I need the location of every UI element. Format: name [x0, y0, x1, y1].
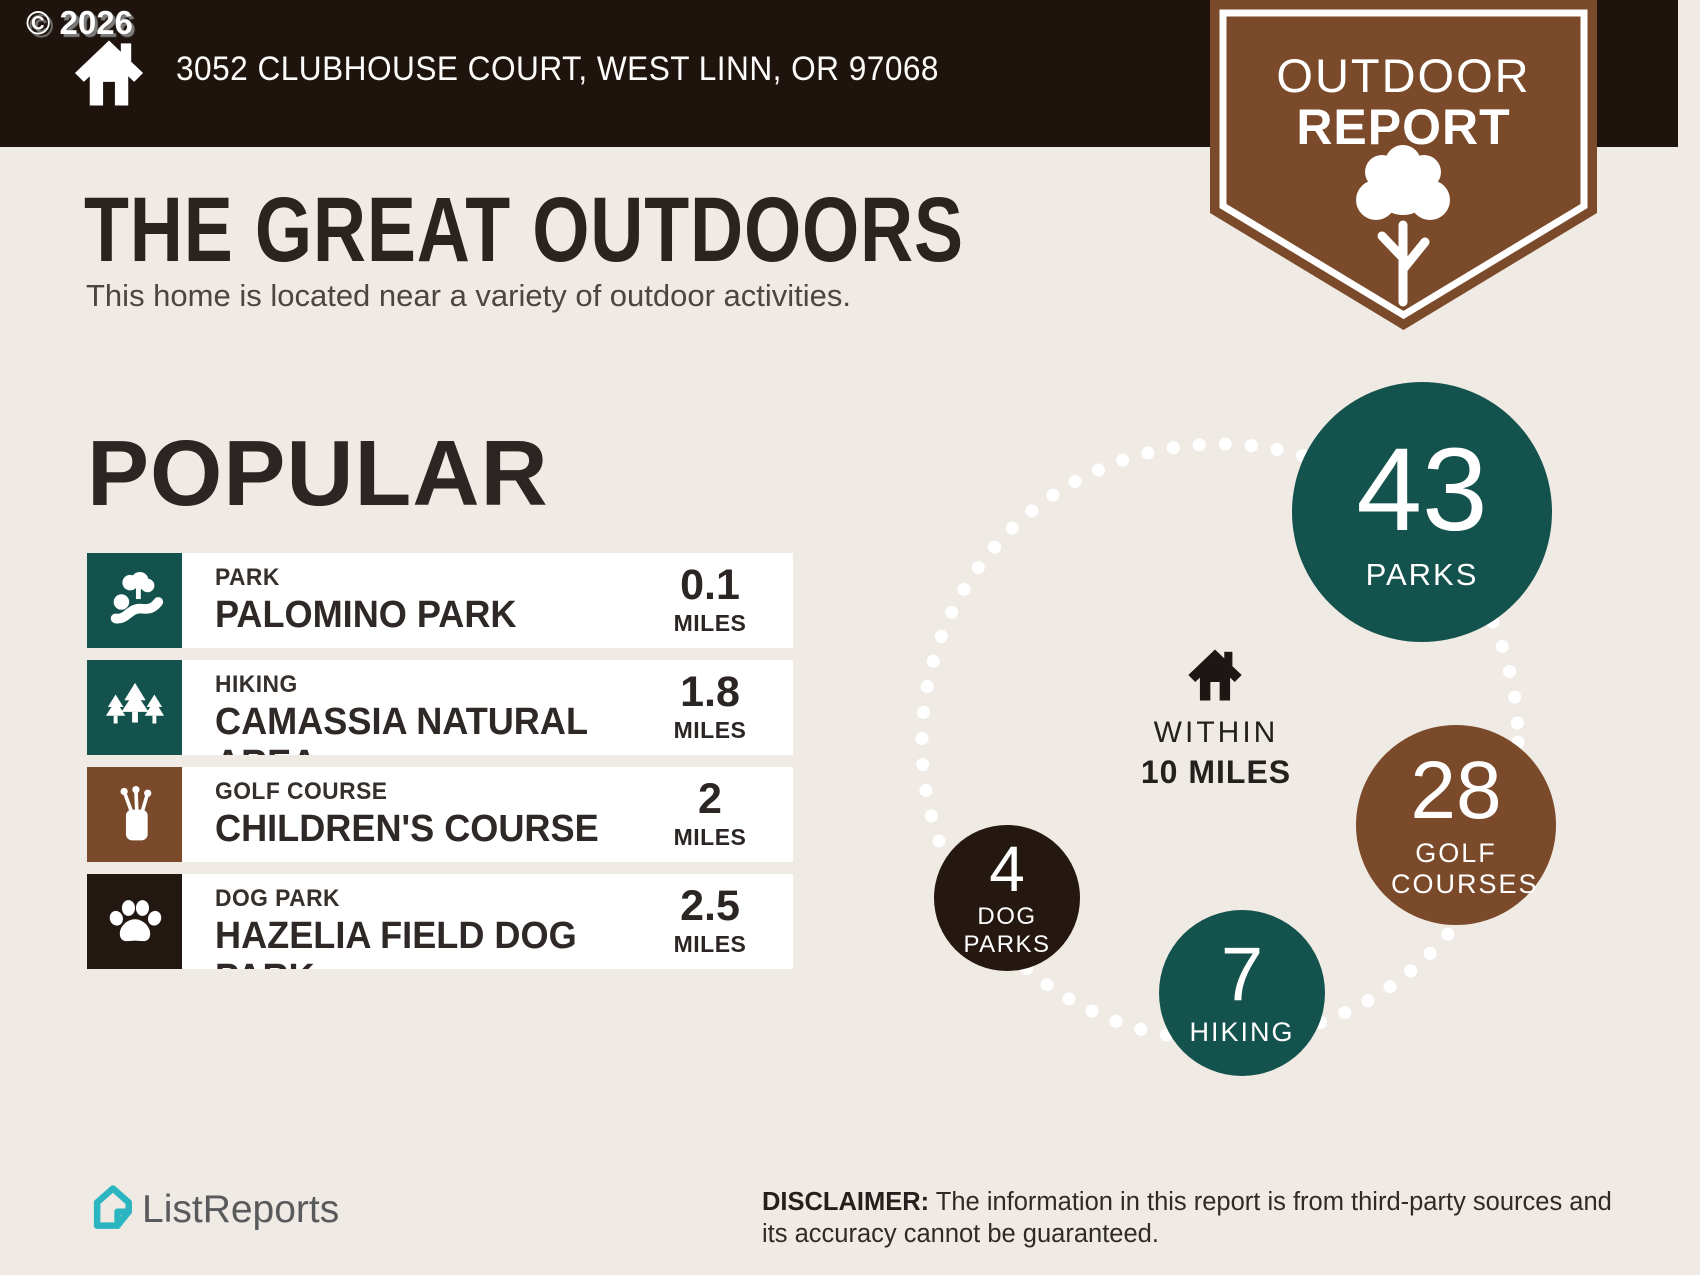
listreports-logo: [93, 1185, 132, 1229]
list-item-golf: GOLF COURSE CHILDREN'S COURSE 2 MILES: [87, 767, 793, 862]
item-distance: 1.8 MILES: [673, 668, 747, 744]
brand-name: ListReports: [142, 1188, 340, 1231]
item-distance: 2 MILES: [673, 775, 747, 851]
paw-icon: [87, 874, 182, 969]
item-category: DOG PARK: [215, 885, 340, 912]
golf-bag-icon: [87, 767, 182, 862]
item-category: PARK: [215, 564, 280, 591]
pine-trees-icon: [87, 660, 182, 755]
item-distance: 0.1 MILES: [673, 561, 747, 637]
item-name: HAZELIA FIELD DOG PARK: [215, 915, 577, 969]
item-category: GOLF COURSE: [215, 778, 388, 805]
park-icon: [87, 553, 182, 648]
page-subtitle: This home is located near a variety of o…: [86, 278, 852, 313]
tree-icon: [1356, 145, 1450, 220]
item-name: CHILDREN'S COURSE: [215, 808, 599, 850]
home-icon: [74, 40, 144, 106]
popular-heading: POPULAR: [87, 421, 549, 525]
item-category: HIKING: [215, 671, 298, 698]
ribbon-title-line2: REPORT: [1296, 99, 1511, 155]
list-item-dog-park: DOG PARK HAZELIA FIELD DOG PARK 2.5 MILE…: [87, 874, 793, 969]
disclaimer-text: DISCLAIMER: The information in this repo…: [762, 1188, 1612, 1249]
hiking-count-bubble: 7 HIKING: [1159, 910, 1325, 1076]
home-icon: [1188, 649, 1242, 701]
disclaimer-label: DISCLAIMER:: [762, 1188, 930, 1216]
list-item-hiking: HIKING CAMASSIA NATURAL AREA 1.8 MILES: [87, 660, 793, 755]
dog-parks-count-bubble: 4 DOG PARKS: [934, 825, 1080, 971]
parks-count-bubble: 43 PARKS: [1292, 382, 1552, 642]
item-name: PALOMINO PARK: [215, 594, 517, 636]
golf-count-bubble: 28 GOLF COURSES: [1356, 725, 1556, 925]
copyright-watermark: © 2026: [26, 4, 133, 41]
property-address: 3052 CLUBHOUSE COURT, WEST LINN, OR 9706…: [176, 50, 939, 88]
page-title: THE GREAT OUTDOORS: [84, 179, 964, 281]
item-distance: 2.5 MILES: [673, 882, 747, 958]
item-name: CAMASSIA NATURAL AREA: [215, 701, 588, 755]
outdoor-report-ribbon: OUTDOOR REPORT: [1210, 0, 1597, 334]
list-item-park: PARK PALOMINO PARK 0.1 MILES: [87, 553, 793, 648]
ribbon-title-line1: OUTDOOR: [1276, 49, 1531, 102]
within-radius-label: WITHIN 10 MILES: [1140, 716, 1292, 790]
